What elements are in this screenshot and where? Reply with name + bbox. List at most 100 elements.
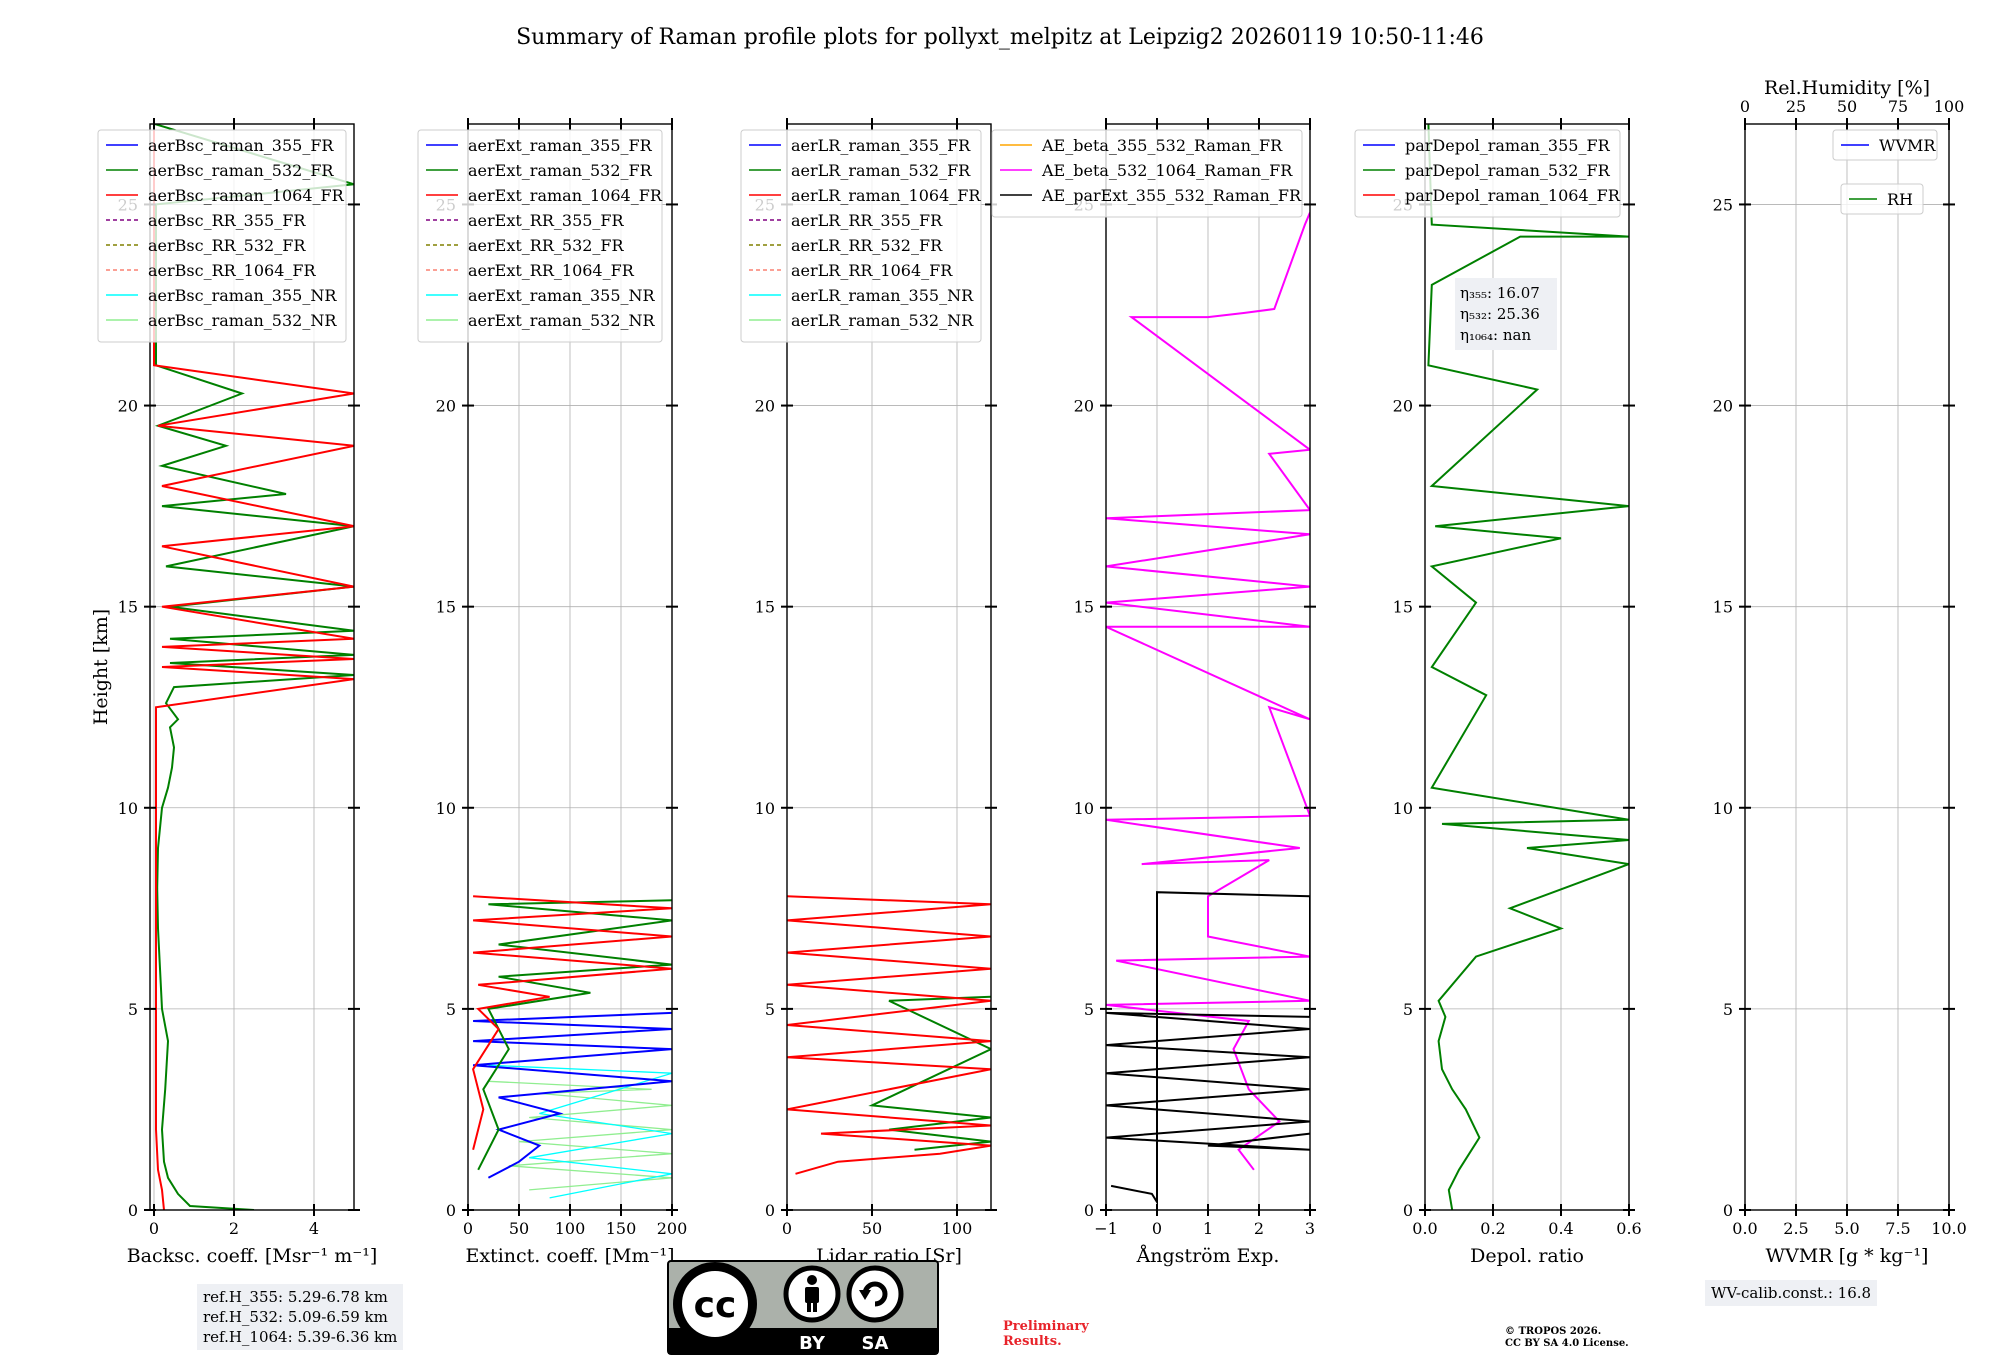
legend-entry: AE_beta_532_1064_Raman_FR xyxy=(1041,161,1293,180)
y-tick-label: 15 xyxy=(1393,598,1413,617)
panel-2: 0510152025050100150200Extinct. coeff. [M… xyxy=(417,118,687,1267)
reference-height-box: ref.H_355: 5.29-6.78 km ref.H_532: 5.09-… xyxy=(197,1284,404,1350)
legend: AE_beta_355_532_Raman_FR AE_beta_532_1064… xyxy=(991,129,1303,218)
top-tick-label: 100 xyxy=(1934,97,1965,116)
legend: aerBsc_raman_355_FR aerBsc_raman_532_FRae… xyxy=(97,129,347,343)
y-tick-label: 10 xyxy=(1713,799,1733,818)
top-tick-label: 75 xyxy=(1888,97,1908,116)
series-group xyxy=(787,895,991,1175)
legend-box xyxy=(740,129,982,343)
y-tick-label: 15 xyxy=(755,598,775,617)
y-tick-label: 5 xyxy=(1403,1000,1413,1019)
x-tick-label: 10.0 xyxy=(1931,1219,1967,1238)
y-tick-label: 10 xyxy=(436,799,456,818)
y-tick-label: 10 xyxy=(1393,799,1413,818)
series-AE_parExt_355_532_Raman_FR xyxy=(1106,891,1310,1206)
y-tick-label: 0 xyxy=(765,1201,775,1220)
x-axis-label: WVMR [g * kg⁻¹] xyxy=(1766,1245,1929,1267)
y-tick-label: 0 xyxy=(446,1201,456,1220)
preliminary-line-1: Preliminary xyxy=(1003,1319,1089,1334)
legend-entry: parDepol_raman_1064_FR xyxy=(1405,186,1621,205)
legend-box xyxy=(1840,183,1924,215)
y-tick-label: 15 xyxy=(118,598,138,617)
ref-h-355: ref.H_355: 5.29-6.78 km xyxy=(203,1288,388,1306)
x-tick-label: 2 xyxy=(1254,1219,1264,1238)
y-tick-label: 20 xyxy=(1393,397,1413,416)
y-tick-label: 15 xyxy=(1713,598,1733,617)
y-tick-label: 5 xyxy=(128,1000,138,1019)
top-tick-label: 50 xyxy=(1837,97,1857,116)
x-tick-label: 2.5 xyxy=(1783,1219,1808,1238)
legend-entry: aerLR_raman_1064_FR xyxy=(791,186,981,205)
legend-label: RH xyxy=(1887,190,1913,209)
y-tick-label: 0 xyxy=(1403,1201,1413,1220)
x-tick-label: 100 xyxy=(555,1219,586,1238)
x-tick-label: 0 xyxy=(782,1219,792,1238)
legend-entry: aerExt_raman_532_NR xyxy=(468,311,656,330)
legend-box xyxy=(97,129,347,343)
x-tick-label: 5.0 xyxy=(1834,1219,1859,1238)
legend-entry: parDepol_raman_355_FR xyxy=(1405,136,1611,155)
figure-title: Summary of Raman profile plots for polly… xyxy=(516,25,1484,50)
x-tick-label: 0.2 xyxy=(1480,1219,1505,1238)
y-tick-label: 20 xyxy=(118,397,138,416)
series-parDepol_raman_532_FR xyxy=(1427,124,1629,1210)
x-tick-label: 50 xyxy=(509,1219,529,1238)
annotation-line: η₁₀₆₄: nan xyxy=(1460,326,1531,344)
x-tick-label: 0 xyxy=(463,1219,473,1238)
axes-frame xyxy=(786,123,992,1211)
x-axis-label: Ångström Exp. xyxy=(1136,1245,1280,1267)
series-aerExt_raman_532_NR xyxy=(488,1080,672,1191)
legend-box xyxy=(991,129,1303,218)
legend-entry: aerLR_raman_532_FR xyxy=(791,161,971,180)
series-group xyxy=(153,124,354,1210)
x-axis-label: Depol. ratio xyxy=(1470,1245,1584,1267)
legend-entry: aerLR_raman_355_FR xyxy=(791,136,971,155)
share-alike-icon xyxy=(846,1265,904,1323)
top-axis-label: Rel.Humidity [%] xyxy=(1764,77,1930,99)
series-aerBsc_raman_532_FR xyxy=(154,124,354,1210)
series-group xyxy=(1106,212,1310,1206)
legend-entry: aerExt_RR_1064_FR xyxy=(468,261,635,280)
axes-frame xyxy=(1424,123,1630,1211)
series-aerLR_raman_532_FR xyxy=(868,995,991,1151)
y-tick-label: 20 xyxy=(755,397,775,416)
eta-annotation: η₃₅₅: 16.07 η₅₃₂: 25.36 η₁₀₆₄: nan xyxy=(1455,278,1557,350)
x-axis-label: Extinct. coeff. [Mm⁻¹] xyxy=(465,1245,674,1267)
y-tick-label: 5 xyxy=(1723,1000,1733,1019)
legend-entry: aerBsc_RR_1064_FR xyxy=(148,261,317,280)
legend-entry: aerExt_RR_355_FR xyxy=(468,211,625,230)
cc-by-sa-badge: cc BY SA xyxy=(667,1260,939,1355)
badge-by-label: BY xyxy=(799,1333,826,1354)
legend-entry: parDepol_raman_532_FR xyxy=(1405,161,1611,180)
y-tick-label: 0 xyxy=(128,1201,138,1220)
x-tick-label: 3 xyxy=(1305,1219,1315,1238)
legend-rh: RH xyxy=(1840,183,1924,215)
x-tick-label: 4 xyxy=(309,1219,319,1238)
copyright-line-1: © TROPOS 2026. xyxy=(1505,1326,1602,1337)
x-tick-label: 0.6 xyxy=(1616,1219,1641,1238)
panel-1: 0510152025024Backsc. coeff. [Msr⁻¹ m⁻¹]H… xyxy=(90,118,377,1267)
legend-entry: AE_parExt_355_532_Raman_FR xyxy=(1041,186,1302,205)
legend-entry: aerExt_raman_532_FR xyxy=(468,161,653,180)
legend-entry: aerBsc_RR_532_FR xyxy=(148,236,306,255)
y-tick-label: 5 xyxy=(446,1000,456,1019)
series-aerExt_raman_355_FR xyxy=(473,1011,672,1179)
legend-box xyxy=(1354,129,1621,218)
legend-entry: aerExt_raman_1064_FR xyxy=(468,186,663,205)
y-axis-label: Height [km] xyxy=(90,609,112,725)
legend: parDepol_raman_355_FR parDepol_raman_532_… xyxy=(1354,129,1621,218)
legend-label: WVMR xyxy=(1879,136,1936,155)
legend-entry: aerBsc_raman_355_FR xyxy=(148,136,334,155)
x-tick-label: 1 xyxy=(1203,1219,1213,1238)
legend-entry: aerBsc_raman_532_NR xyxy=(148,311,337,330)
x-tick-label: 150 xyxy=(606,1219,637,1238)
panel-3: 0510152025050100Lidar ratio [Sr]aerLR_ra… xyxy=(740,118,997,1267)
x-tick-label: 7.5 xyxy=(1885,1219,1910,1238)
y-tick-label: 15 xyxy=(436,598,456,617)
x-tick-label: 0.0 xyxy=(1412,1219,1437,1238)
x-tick-label: 50 xyxy=(862,1219,882,1238)
